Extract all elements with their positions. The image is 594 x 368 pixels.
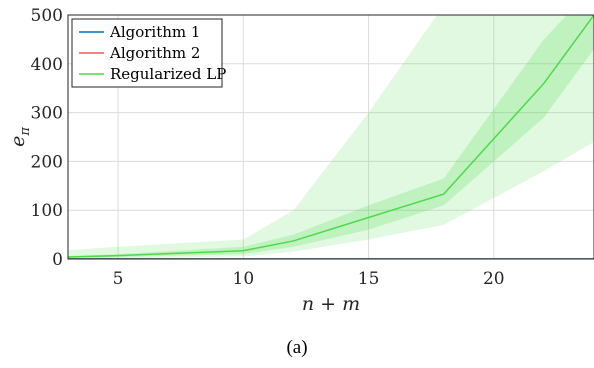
legend-label-algorithm-1: Algorithm 1 [109,23,200,41]
y-tick-labels: 0 100 200 300 400 500 [31,6,63,270]
y-tick-label: 400 [31,55,63,75]
band-inner-regularized-lp [68,15,594,259]
chart-svg: 5 10 15 20 0 100 200 300 400 500 n + m eπ Algori… [7,6,594,315]
x-tick-label: 10 [233,269,255,289]
plot-frame [67,14,594,260]
legend-label-regularized-lp: Regularized LP [110,65,226,83]
y-axis-label: eπ [7,127,33,147]
legend: Algorithm 1 Algorithm 2 Regularized LP [71,18,226,88]
legend-label-algorithm-2: Algorithm 2 [109,44,200,62]
x-tick-label: 15 [358,269,380,289]
y-tick-label: 100 [31,201,63,221]
series-lines [68,15,594,259]
confidence-bands [68,15,594,259]
x-tick-label: 20 [483,269,505,289]
figure-caption: (a) [286,337,308,358]
x-axis-label: n + m [302,293,360,315]
y-tick-label: 500 [31,6,63,26]
svg-text:eπ: eπ [7,127,33,147]
x-tick-label: 5 [113,269,124,289]
x-tick-labels: 5 10 15 20 [113,269,505,289]
y-tick-label: 200 [31,152,63,172]
y-axis-label-sub: π [18,127,33,137]
y-tick-label: 0 [52,250,63,270]
band-outer-regularized-lp [68,15,594,259]
y-tick-label: 300 [31,104,63,124]
y-axis-label-main: e [7,136,29,147]
series-line-regularized-lp [68,15,594,258]
